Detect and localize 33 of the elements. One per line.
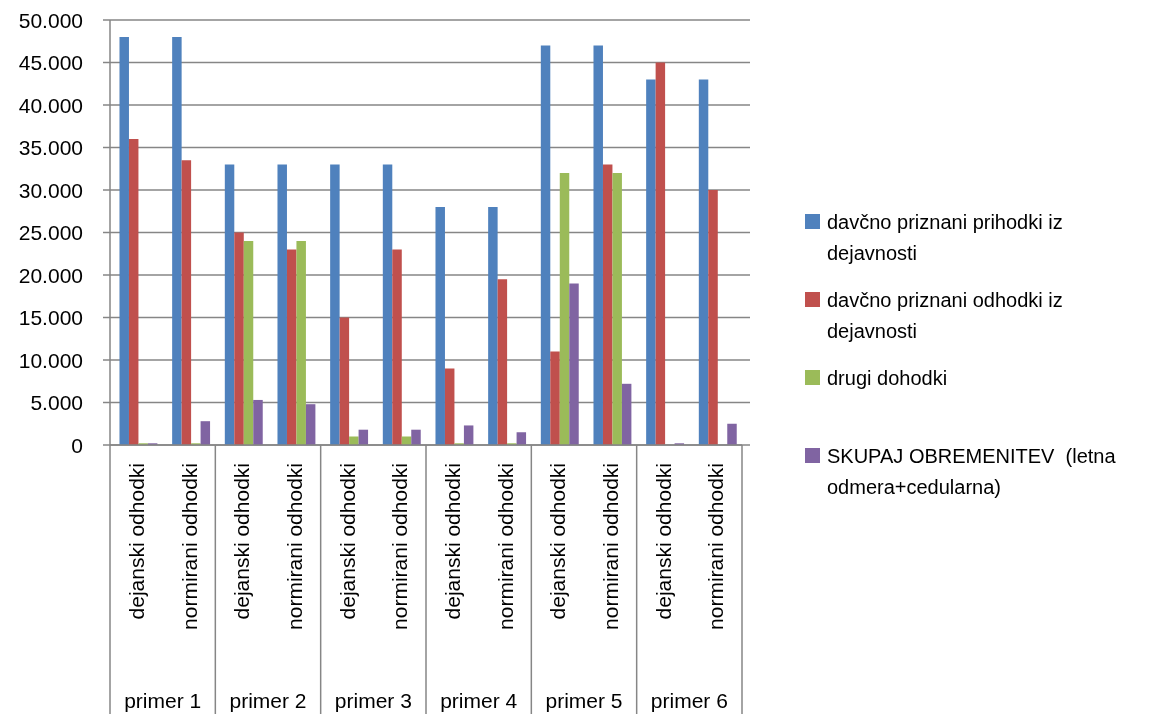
x-tick-label: normirani odhodki: [493, 463, 517, 630]
x-tick-label: dejanski odhodki: [230, 463, 254, 620]
x-tick-label: normirani odhodki: [282, 463, 306, 630]
y-tick-label: 45.000: [18, 51, 83, 74]
legend-label: SKUPAJ OBREMENITEV (letna odmera+cedularna): [827, 445, 1117, 498]
x-tick-label: dejanski odhodki: [335, 463, 359, 620]
x-tick-label: dejanski odhodki: [651, 463, 675, 620]
text: primer 3: [334, 688, 412, 712]
y-tick-label: 35.000: [18, 136, 83, 159]
text: primer 6: [650, 688, 728, 712]
x-tick-label: normirani odhodki: [388, 463, 412, 630]
text: primer 1: [124, 688, 202, 712]
y-tick-label: 0: [71, 433, 83, 457]
y-tick-label: 5.000: [30, 391, 83, 414]
y-tick-label: 25.000: [18, 221, 83, 244]
x-tick-label: dejanski odhodki: [440, 463, 464, 620]
y-tick-label: 20.000: [18, 263, 83, 287]
y-tick-label: 50.000: [18, 8, 83, 32]
legend-label: davčno priznani prihodki iz dejavnosti: [827, 211, 1063, 264]
text: primer 4: [440, 688, 518, 712]
y-tick-label: 40.000: [18, 93, 83, 117]
x-tick-label: normirani odhodki: [704, 463, 728, 630]
x-tick-label: normirani odhodki: [598, 463, 622, 630]
text: primer 5: [545, 688, 623, 712]
y-tick-label: 30.000: [18, 178, 83, 202]
y-tick-label: 15.000: [18, 306, 83, 329]
y-tick-label: 10.000: [18, 348, 83, 372]
x-tick-label: normirani odhodki: [177, 463, 201, 630]
x-tick-label: dejanski odhodki: [124, 463, 148, 620]
text: primer 2: [229, 688, 307, 712]
legend-label: drugi dohodki: [827, 367, 948, 389]
x-tick-label: dejanski odhodki: [546, 463, 570, 620]
legend-label: davčno priznani odhodki iz dejavnosti: [827, 289, 1063, 342]
